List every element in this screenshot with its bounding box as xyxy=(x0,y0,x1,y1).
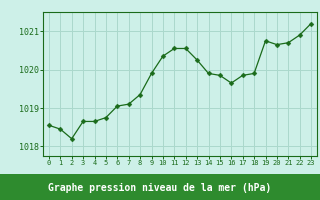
Text: Graphe pression niveau de la mer (hPa): Graphe pression niveau de la mer (hPa) xyxy=(48,183,272,193)
